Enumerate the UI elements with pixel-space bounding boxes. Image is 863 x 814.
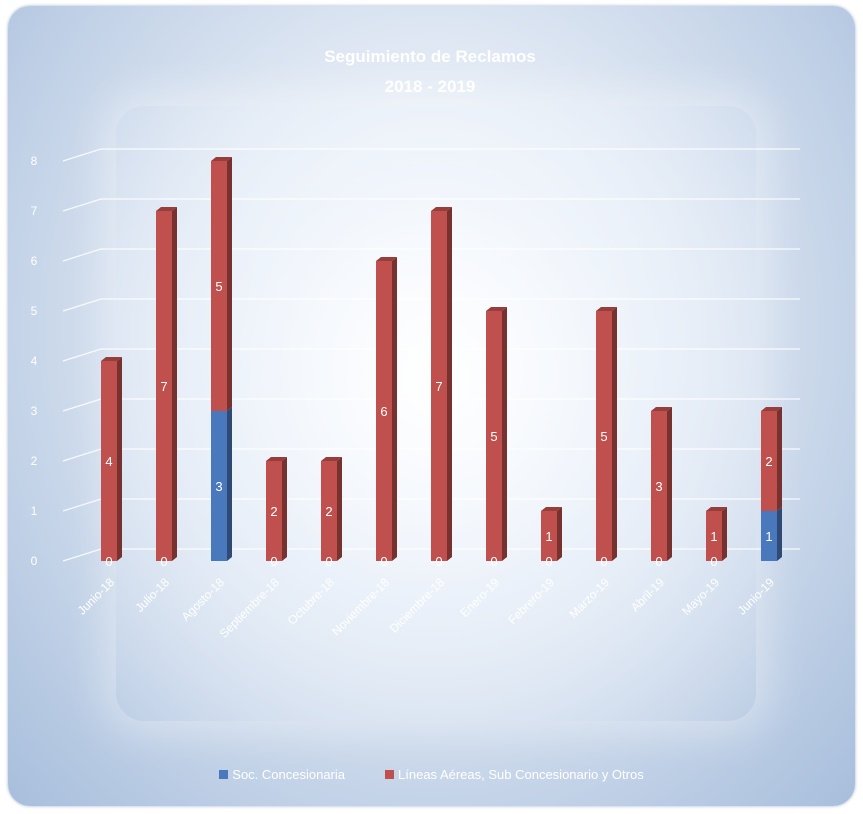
y-axis-ticks: 0 1 2 3 4 5 6 7 8 <box>31 154 38 568</box>
data-label: 0 <box>490 554 497 569</box>
y-tick-label: 2 <box>31 454 38 468</box>
x-tick-label: Julio-18 <box>133 575 173 615</box>
bar-segment <box>376 257 397 561</box>
data-label: 4 <box>105 454 112 469</box>
bar-segment <box>706 507 727 561</box>
data-label: 0 <box>325 554 332 569</box>
bar-segment <box>596 307 617 561</box>
data-label: 0 <box>710 554 717 569</box>
bars <box>101 157 782 561</box>
data-label: 2 <box>325 504 332 519</box>
data-label: 7 <box>435 379 442 394</box>
legend-label: Soc. Concesionaria <box>232 767 346 782</box>
x-tick-label: Octubre-18 <box>285 575 338 628</box>
gridline <box>62 198 800 212</box>
bar-segment <box>761 507 782 561</box>
data-label: 5 <box>215 279 222 294</box>
data-label: 1 <box>710 529 717 544</box>
data-label: 0 <box>655 554 662 569</box>
data-label: 1 <box>545 529 552 544</box>
y-tick-label: 0 <box>31 554 38 568</box>
legend-label: Líneas Aéreas, Sub Concesionario y Otros <box>398 767 644 782</box>
bar-segment <box>211 407 232 561</box>
data-label: 3 <box>215 479 222 494</box>
chart-subtitle: 2018 - 2019 <box>385 77 476 96</box>
data-label: 0 <box>105 554 112 569</box>
legend-item-soc-concesionaria: Soc. Concesionaria <box>219 767 345 782</box>
bar-segment <box>266 457 287 561</box>
bar-segment <box>486 307 507 561</box>
x-tick-label: Agosto-18 <box>179 575 228 624</box>
bar-segment <box>431 207 452 561</box>
bar-segment <box>101 357 122 561</box>
legend-swatch-red <box>385 770 395 779</box>
data-label: 0 <box>270 554 277 569</box>
bar-segment <box>761 407 782 511</box>
data-label: 0 <box>545 554 552 569</box>
bar-segment <box>211 157 232 411</box>
y-tick-label: 7 <box>31 204 38 218</box>
legend: Soc. Concesionaria Líneas Aéreas, Sub Co… <box>0 767 863 782</box>
x-tick-label: Febrero-19 <box>505 575 557 627</box>
bar-segment <box>651 407 672 561</box>
gridline <box>62 148 800 162</box>
y-tick-label: 5 <box>31 304 38 318</box>
data-label: 0 <box>380 554 387 569</box>
data-label: 5 <box>600 429 607 444</box>
y-tick-label: 6 <box>31 254 38 268</box>
y-tick-label: 8 <box>31 154 38 168</box>
bar-segment <box>156 207 177 561</box>
y-tick-label: 4 <box>31 354 38 368</box>
x-tick-label: Enero-19 <box>457 575 502 620</box>
bar-segment <box>321 457 342 561</box>
data-label: 3 <box>655 479 662 494</box>
x-tick-label: Junio-18 <box>75 575 118 618</box>
data-label: 0 <box>435 554 442 569</box>
data-label: 7 <box>160 379 167 394</box>
chart-title: Seguimiento de Reclamos <box>324 47 536 66</box>
x-tick-label: Marzo-19 <box>566 575 612 621</box>
data-label: 1 <box>765 529 772 544</box>
y-tick-label: 1 <box>31 504 38 518</box>
data-label: 2 <box>765 454 772 469</box>
gridline <box>62 298 800 312</box>
x-tick-label: Junio-19 <box>735 575 778 618</box>
x-tick-label: Diciembre-18 <box>387 575 448 636</box>
legend-item-lineas-aereas: Líneas Aéreas, Sub Concesionario y Otros <box>385 767 644 782</box>
x-tick-label: Abril-19 <box>628 575 667 614</box>
data-label: 5 <box>490 429 497 444</box>
gridline <box>62 348 800 362</box>
gridline <box>62 248 800 262</box>
data-label: 0 <box>160 554 167 569</box>
bar-segment <box>541 507 562 561</box>
data-label: 6 <box>380 404 387 419</box>
y-tick-label: 3 <box>31 404 38 418</box>
x-tick-label: Mayo-19 <box>679 575 722 618</box>
x-tick-label: Noviembre-18 <box>329 575 392 638</box>
data-label: 2 <box>270 504 277 519</box>
legend-swatch-blue <box>219 770 229 779</box>
data-label: 0 <box>600 554 607 569</box>
